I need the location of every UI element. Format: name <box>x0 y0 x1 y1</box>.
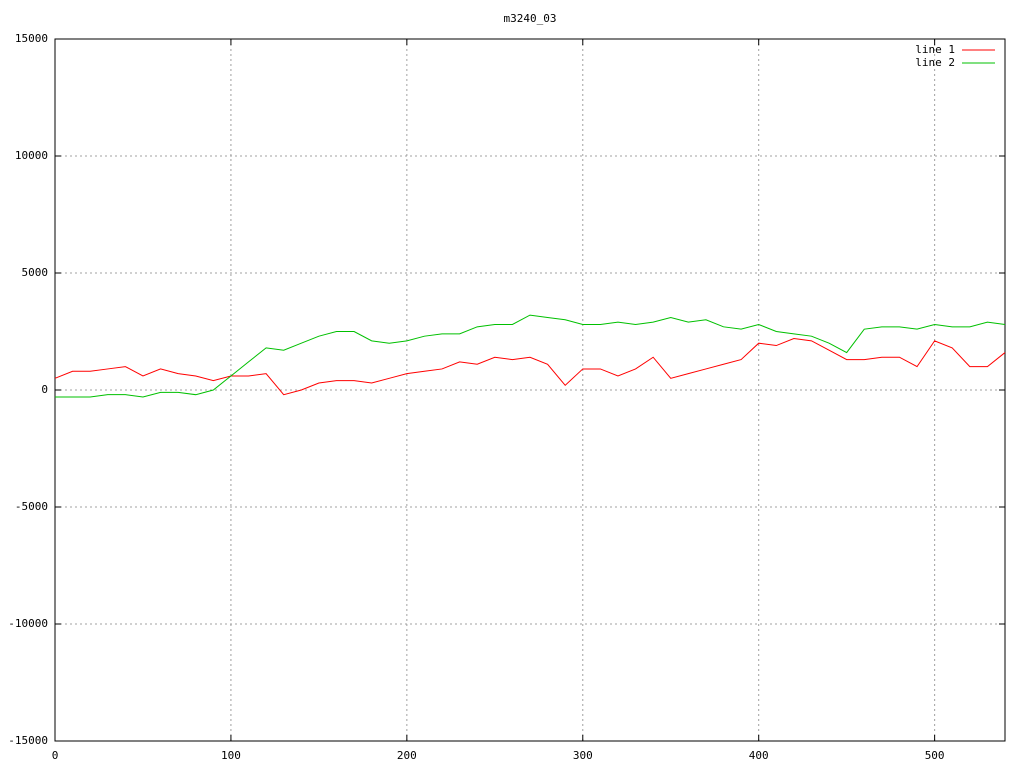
y-tick-label: 0 <box>41 383 48 396</box>
y-tick-label: -10000 <box>8 617 48 630</box>
y-tick-label: -15000 <box>8 734 48 747</box>
data-line <box>55 314 1006 398</box>
x-tick-label: 0 <box>52 749 59 762</box>
y-tick-label: 5000 <box>22 266 49 279</box>
x-tick-label: 400 <box>749 749 769 762</box>
x-tick-label: 300 <box>573 749 593 762</box>
data-line <box>54 338 1006 396</box>
chart-title: m3240_03 <box>504 12 557 25</box>
y-tick-label: -5000 <box>15 500 48 513</box>
y-tick-label: 15000 <box>15 32 48 45</box>
plot-border <box>54 38 1006 742</box>
legend-label: line 2 <box>915 56 955 69</box>
legend-label: line 1 <box>915 43 955 56</box>
x-tick-label: 500 <box>925 749 945 762</box>
y-tick-label: 10000 <box>15 149 48 162</box>
x-tick-label: 200 <box>397 749 417 762</box>
x-tick-label: 100 <box>221 749 241 762</box>
